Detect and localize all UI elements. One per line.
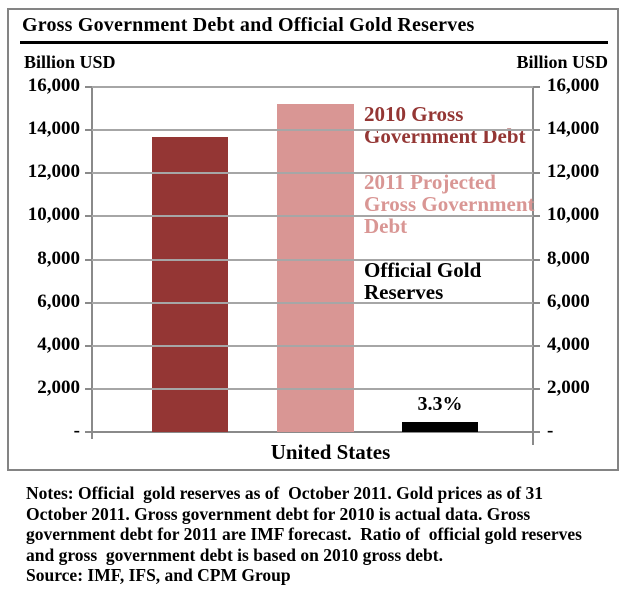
y-tick-right bbox=[533, 387, 540, 390]
y-tick-label-left: 6,000 bbox=[37, 290, 80, 312]
y-tick-label-left: 10,000 bbox=[27, 204, 80, 226]
bar-2010-gross-government-debt bbox=[152, 136, 228, 432]
y-tick-left bbox=[85, 215, 92, 218]
y-tick-left bbox=[85, 129, 92, 132]
y-tick-label-left: 4,000 bbox=[37, 333, 80, 355]
legend-official-gold-reserves: Official Gold Reserves bbox=[364, 258, 482, 304]
y-tick-right bbox=[533, 431, 540, 433]
y-tick-label-left: - bbox=[73, 420, 80, 441]
notes-line-4: and gross government debt is based on 20… bbox=[26, 544, 443, 565]
y-tick-right bbox=[533, 129, 540, 132]
x-axis-category-label: United States bbox=[270, 440, 391, 464]
gridline bbox=[92, 258, 533, 261]
y-tick-label-right: 10,000 bbox=[547, 204, 600, 226]
y-tick-label-right: 6,000 bbox=[547, 290, 590, 312]
y-tick-right bbox=[533, 301, 540, 304]
gridline bbox=[92, 86, 533, 88]
gridline bbox=[92, 172, 533, 175]
gridline bbox=[92, 129, 533, 132]
y-tick-label-right: 12,000 bbox=[547, 161, 600, 183]
y-tick-label-left: 16,000 bbox=[27, 75, 80, 96]
y-axis-line-left bbox=[91, 87, 93, 439]
gridline bbox=[92, 387, 533, 390]
gridline bbox=[92, 344, 533, 347]
notes-line-3: government debt for 2011 are IMF forecas… bbox=[26, 524, 582, 544]
y-tick-right bbox=[533, 344, 540, 347]
y-tick-label-left: 14,000 bbox=[27, 118, 80, 140]
bar-2011-projected-gross-government-debt bbox=[277, 104, 354, 432]
y-tick-right bbox=[533, 86, 540, 88]
y-tick-label-right: 16,000 bbox=[547, 75, 600, 96]
y-tick-label-right: 14,000 bbox=[547, 118, 600, 140]
title-rule bbox=[20, 41, 608, 44]
y-tick-label-left: 12,000 bbox=[27, 161, 80, 183]
y-tick-label-right: - bbox=[547, 420, 554, 441]
y-tick-left bbox=[85, 258, 92, 261]
gold-reserves-ratio-label: 3.3% bbox=[417, 393, 463, 415]
y-tick-label-right: 8,000 bbox=[547, 247, 590, 269]
notes-line-2: October 2011. Gross government debt for … bbox=[26, 503, 531, 524]
gridline bbox=[92, 301, 533, 304]
notes-line-1: Notes: Official gold reserves as of Octo… bbox=[26, 483, 543, 503]
bar-official-gold-reserves bbox=[402, 422, 478, 432]
legend-2011-projected-gross-government-debt: 2011 Projected Gross Government Debt bbox=[364, 170, 535, 238]
y-axis-unit-left: Billion USD bbox=[24, 52, 116, 72]
y-tick-label-left: 2,000 bbox=[37, 376, 80, 398]
legend-2010-gross-government-debt: 2010 Gross Government Debt bbox=[364, 102, 526, 148]
y-tick-right bbox=[533, 215, 540, 218]
y-tick-label-left: 8,000 bbox=[37, 247, 80, 269]
y-tick-left bbox=[85, 387, 92, 390]
y-tick-left bbox=[85, 301, 92, 304]
y-tick-left bbox=[85, 344, 92, 347]
y-tick-right bbox=[533, 172, 540, 175]
chart-frame bbox=[7, 8, 619, 471]
y-tick-left bbox=[85, 431, 92, 433]
chart-title: Gross Government Debt and Official Gold … bbox=[22, 14, 475, 36]
y-tick-left bbox=[85, 172, 92, 175]
notes-block: Notes: Official gold reserves as of Octo… bbox=[26, 483, 622, 586]
y-axis-unit-right: Billion USD bbox=[516, 52, 608, 72]
gridline bbox=[92, 215, 533, 218]
y-tick-left bbox=[85, 86, 92, 88]
y-axis-line-right bbox=[532, 87, 534, 445]
notes-source-line: Source: IMF, IFS, and CPM Group bbox=[26, 565, 291, 585]
y-tick-label-right: 2,000 bbox=[547, 376, 590, 398]
y-tick-label-right: 4,000 bbox=[547, 333, 590, 355]
x-axis-line bbox=[85, 431, 540, 433]
y-tick-right bbox=[533, 258, 540, 261]
